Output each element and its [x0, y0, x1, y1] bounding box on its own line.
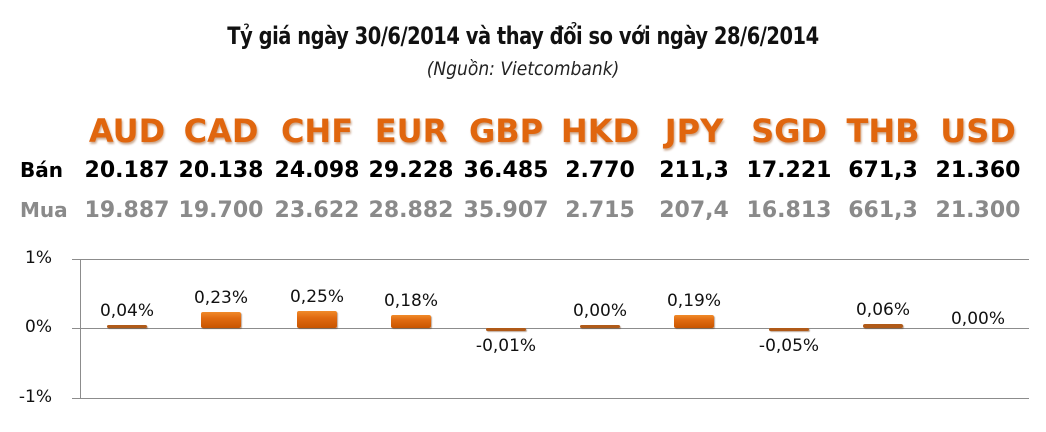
data-label: 0,23%: [193, 288, 249, 308]
data-label: 0,00%: [950, 309, 1006, 329]
bar-gbp: [486, 328, 526, 331]
currency-code: JPY: [664, 112, 724, 150]
currency-code: USD: [940, 112, 1016, 150]
bar-eur: [391, 315, 431, 328]
buy-rate: 35.907: [463, 198, 549, 223]
data-label: 0,04%: [99, 301, 155, 321]
currency-code: THB: [846, 112, 920, 150]
sell-rate: 29.228: [368, 158, 454, 183]
data-label: 0,25%: [289, 286, 345, 307]
currency-code: EUR: [374, 112, 448, 150]
buy-rate: 16.813: [746, 198, 832, 223]
bar-cad: [201, 312, 241, 328]
bar-chf: [297, 310, 337, 328]
sell-rate: 211,3: [659, 158, 729, 183]
currency-header-row: AUD CAD CHF EUR GBP HKD JPY SGD THB USD: [0, 112, 1046, 152]
sell-rate: 17.221: [746, 158, 832, 183]
data-label: -0,05%: [758, 336, 820, 356]
bar-jpy: [674, 314, 714, 328]
y-axis-line: [80, 259, 81, 399]
currency-code: GBP: [468, 112, 544, 150]
sell-rate: 20.138: [178, 158, 264, 183]
y-tick-1pct: 1%: [25, 248, 52, 268]
sell-rate: 671,3: [848, 158, 918, 183]
gridline-zero: [72, 328, 1029, 329]
data-label: 0,18%: [383, 291, 439, 312]
buy-row-label: Mua: [20, 198, 68, 222]
sell-row: Bán 20.187 20.138 24.098 29.228 36.485 2.770 2…: [0, 158, 1046, 198]
buy-rate: 19.700: [178, 198, 264, 223]
y-tick-0pct: 0%: [25, 317, 52, 337]
sell-rate: 20.187: [84, 158, 170, 183]
currency-code: CAD: [183, 112, 259, 150]
bar-aud: [107, 325, 147, 328]
sell-rate: 2.770: [565, 158, 635, 183]
chart-subtitle: (Nguồn: Vietcombank): [426, 58, 620, 80]
sell-rate: 21.360: [935, 158, 1021, 183]
data-label: 0,19%: [666, 290, 722, 311]
bar-hkd: [580, 325, 620, 328]
bar-thb: [863, 323, 903, 328]
buy-rate: 661,3: [848, 198, 918, 223]
y-tick-minus1pct: -1%: [18, 387, 52, 407]
buy-row: Mua 19.887 19.700 23.622 28.882 35.907 2.715 2…: [0, 198, 1046, 238]
buy-rate: 28.882: [368, 198, 454, 223]
gridline-bottom: [72, 398, 1029, 399]
data-label: 0,00%: [572, 301, 628, 321]
buy-rate: 19.887: [84, 198, 170, 223]
data-label: -0,01%: [475, 336, 537, 356]
currency-code: SGD: [751, 112, 827, 150]
buy-rate: 207,4: [659, 198, 729, 223]
buy-rate: 21.300: [935, 198, 1021, 223]
bar-sgd: [769, 328, 809, 332]
data-label: 0,06%: [855, 299, 911, 320]
sell-rate: 24.098: [274, 158, 360, 183]
currency-code: HKD: [560, 112, 640, 150]
sell-row-label: Bán: [20, 158, 63, 182]
currency-code: CHF: [280, 112, 354, 150]
currency-code: AUD: [88, 112, 166, 150]
chart-title: Tỷ giá ngày 30/6/2014 và thay đổi so với…: [227, 22, 819, 50]
buy-rate: 2.715: [565, 198, 635, 223]
gridline-top: [72, 259, 1029, 260]
buy-rate: 23.622: [274, 198, 360, 223]
sell-rate: 36.485: [463, 158, 549, 183]
